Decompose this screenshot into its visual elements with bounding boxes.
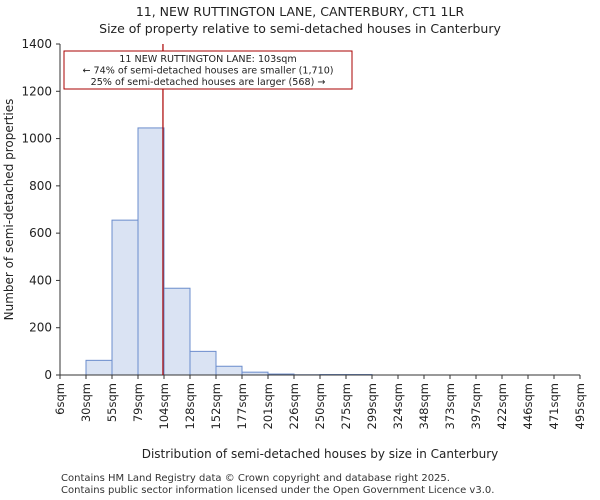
chart-title: 11, NEW RUTTINGTON LANE, CANTERBURY, CT1… [135,4,465,19]
x-tick-label-397sqm: 397sqm [469,383,483,429]
x-tick-label-79sqm: 79sqm [131,383,145,422]
x-axis-title: Distribution of semi-detached houses by … [142,447,499,461]
y-tick-label-200: 200 [29,321,52,335]
y-tick-label-1200: 1200 [21,84,52,98]
y-tick-label-600: 600 [29,226,52,240]
annotation-layer: 11 NEW RUTTINGTON LANE: 103sqm← 74% of s… [63,44,353,375]
x-tick-label-226sqm: 226sqm [287,383,301,429]
y-tick-label-1400: 1400 [21,37,52,51]
footer-line-1: Contains HM Land Registry data © Crown c… [61,473,450,484]
bar-128sqm [189,350,217,376]
x-tick-label-471sqm: 471sqm [547,383,561,429]
annotation-line-1: 11 NEW RUTTINGTON LANE: 103sqm [119,54,296,65]
x-tick-label-30sqm: 30sqm [79,383,93,422]
footer-line-2: Contains public sector information licen… [61,485,495,496]
x-tick-label-128sqm: 128sqm [183,383,197,429]
bar-104sqm [163,287,191,376]
x-tick-label-55sqm: 55sqm [105,383,119,422]
annotation-line-2: ← 74% of semi-detached houses are smalle… [82,66,333,77]
y-tick-label-400: 400 [29,273,52,287]
bar-55sqm [111,219,139,376]
y-tick-label-0: 0 [44,368,52,382]
y-axis-title: Number of semi-detached properties [2,99,16,321]
axes-layer: 0 200 400 600 800 1000 1200 1400 6sqm 30sqm 55sqm 7… [2,37,587,461]
bars-layer [85,127,373,376]
x-tick-label-177sqm: 177sqm [235,383,249,429]
x-tick-label-348sqm: 348sqm [417,383,431,429]
x-tick-label-299sqm: 299sqm [365,383,379,429]
x-tick-label-324sqm: 324sqm [391,383,405,429]
x-tick-label-152sqm: 152sqm [209,383,223,429]
x-tick-label-104sqm: 104sqm [157,383,171,429]
x-tick-label-495sqm: 495sqm [573,383,587,429]
bar-79sqm [137,127,165,376]
x-tick-label-250sqm: 250sqm [313,383,327,429]
x-tick-label-201sqm: 201sqm [261,383,275,429]
annotation-line-3: 25% of semi-detached houses are larger (… [91,77,326,88]
chart-subtitle: Size of property relative to semi-detach… [99,21,501,36]
x-tick-label-275sqm: 275sqm [339,383,353,429]
y-tick-label-1000: 1000 [21,132,52,146]
annotation-box [63,50,353,90]
x-tick-label-446sqm: 446sqm [521,383,535,429]
bar-30sqm [85,359,113,376]
bar-152sqm [215,365,243,376]
x-tick-label-422sqm: 422sqm [495,383,509,429]
x-tick-label-6sqm: 6sqm [53,383,67,415]
x-tick-label-373sqm: 373sqm [443,383,457,429]
y-tick-label-800: 800 [29,179,52,193]
